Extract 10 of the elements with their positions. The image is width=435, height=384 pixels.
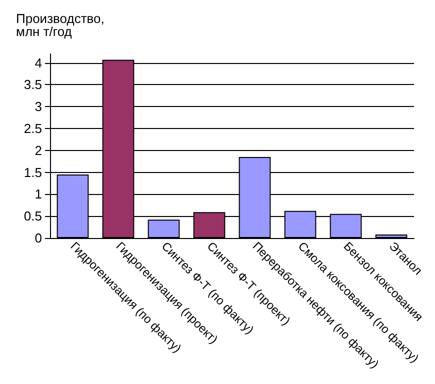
y-axis-title: Производство, млн т/год (16, 11, 104, 39)
y-tick-label: 1.5 (24, 164, 42, 180)
y-tick-label: 3.5 (24, 77, 42, 92)
y-tick-label: 1 (34, 186, 42, 202)
y-tick-label: 4 (34, 55, 42, 70)
y-tick-label: 0 (34, 230, 42, 246)
y-tick-label: 3 (34, 99, 42, 114)
y-tick-label: 2.5 (24, 120, 42, 136)
y-tick-label: 0.5 (24, 208, 42, 224)
y-tick-label: 2 (34, 142, 42, 158)
